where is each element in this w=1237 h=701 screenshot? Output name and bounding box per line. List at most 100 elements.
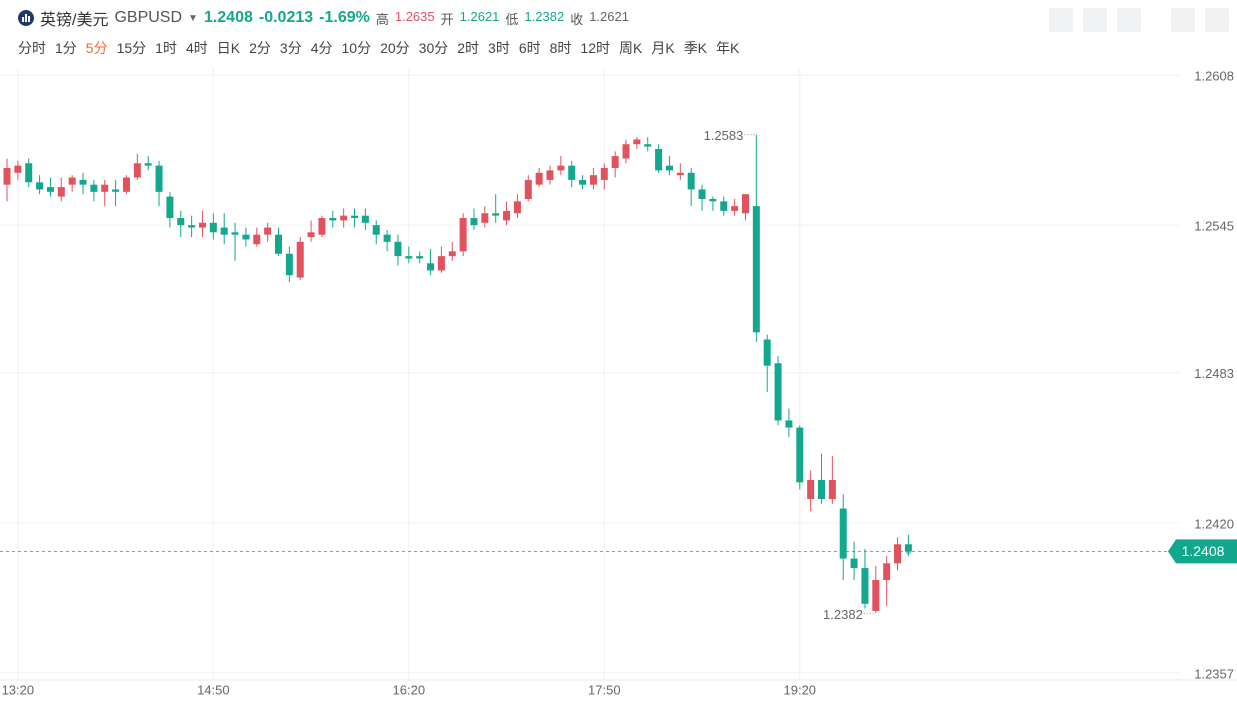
symbol[interactable]: GBPUSD [114, 9, 183, 26]
candle-body [741, 194, 749, 214]
candle-body [188, 225, 196, 228]
last-price-tag [1168, 539, 1237, 564]
stat-label: 低 [505, 11, 519, 27]
candle-body [709, 198, 717, 202]
candle-body [513, 201, 521, 214]
candle-body [622, 144, 630, 159]
stat-value: 1.2621 [589, 8, 629, 24]
tool-button[interactable] [1205, 8, 1229, 32]
candle-body [883, 563, 891, 580]
candle-body [568, 165, 576, 180]
candle-body [904, 544, 912, 552]
candle-body [850, 558, 858, 569]
candle-body [524, 179, 532, 199]
period-tab[interactable]: 日K [216, 40, 241, 56]
candle-body [611, 156, 619, 169]
y-tick-label: 1.2420 [1194, 516, 1234, 531]
logo-icon [18, 10, 34, 26]
period-tab[interactable]: 5分 [85, 40, 108, 56]
period-tab[interactable]: 20分 [380, 40, 410, 56]
stats: 高 1.2635 开 1.2621 低 1.2382 收 1.2621 [376, 9, 629, 28]
period-tab[interactable]: 年K [716, 40, 740, 56]
candle-body [633, 139, 641, 145]
period-tab[interactable]: 15分 [116, 40, 147, 56]
dropdown-arrow[interactable]: ▼ [188, 12, 198, 24]
period-tab[interactable]: 1时 [155, 40, 177, 56]
period-tab[interactable]: 6时 [518, 40, 541, 56]
y-tick-label: 1.2545 [1194, 219, 1234, 234]
candle-body [785, 420, 793, 428]
candle-body [296, 241, 304, 278]
tool-button[interactable] [1117, 8, 1141, 32]
candle-body [839, 508, 847, 559]
tool-button[interactable] [1083, 8, 1107, 32]
candle-body [427, 263, 435, 271]
y-tick-label: 1.2608 [1194, 69, 1234, 84]
y-tick-label: 1.2357 [1194, 666, 1234, 681]
period-tab[interactable]: 8时 [549, 40, 572, 56]
candle-body [872, 579, 880, 611]
period-tab[interactable]: 2分 [249, 40, 271, 56]
x-tick-label: 14:50 [197, 682, 230, 697]
period-tab[interactable]: 12时 [580, 40, 610, 56]
stat-value: 1.2382 [524, 8, 565, 24]
candle-body [807, 479, 815, 500]
candle-body [329, 218, 337, 221]
candle-body [101, 184, 109, 192]
candle-body [3, 168, 11, 185]
candle-body [36, 182, 44, 190]
period-tab[interactable]: 3分 [279, 40, 302, 56]
period-tab[interactable]: 4分 [310, 40, 333, 56]
stat-label: 收 [570, 11, 584, 27]
x-tick-label: 16:20 [393, 682, 426, 697]
period-tab[interactable]: 1分 [55, 40, 77, 56]
x-tick-label: 17:50 [588, 682, 621, 697]
period-tab[interactable]: 周K [619, 40, 643, 56]
period-tab[interactable]: 2时 [457, 40, 480, 56]
period-tab[interactable]: 季K [683, 40, 708, 56]
change-pct: -1.69% [319, 9, 370, 26]
candle-body [318, 218, 326, 235]
candle-body [253, 234, 261, 245]
min-annotation: 1.2382 [823, 607, 863, 622]
period-tab[interactable]: 4时 [185, 40, 208, 56]
candle-body [122, 177, 130, 192]
candle-body [209, 222, 217, 233]
period-tab[interactable]: 30分 [418, 40, 449, 56]
candle-body [557, 165, 565, 171]
candle-body [503, 210, 511, 221]
candle-body [546, 170, 554, 180]
stat-label: 高 [375, 11, 389, 27]
candle-body [731, 206, 739, 211]
last-price-label: 1.2408 [1182, 543, 1225, 559]
period-tab[interactable]: 月K [651, 40, 675, 56]
period-tab[interactable]: 3时 [488, 40, 510, 56]
period-tab[interactable]: 10分 [341, 40, 372, 56]
candle-body [655, 148, 663, 171]
candle-body [46, 187, 54, 192]
y-tick-label: 1.2483 [1194, 366, 1234, 381]
x-tick-label: 19:20 [784, 682, 817, 697]
toolbar [1049, 8, 1229, 32]
tool-button[interactable] [1171, 8, 1195, 32]
candle-body [177, 218, 185, 226]
tool-button[interactable] [1049, 8, 1073, 32]
candle-body [285, 253, 293, 276]
candle-body [676, 172, 684, 176]
candle-body [144, 163, 152, 166]
candle-body [112, 189, 120, 192]
candle-body [220, 227, 228, 235]
candle-body [796, 427, 804, 483]
stat-label: 开 [440, 11, 454, 27]
max-annotation: 1.2583 [704, 128, 744, 143]
candle-body [231, 232, 239, 235]
candle-body [155, 165, 163, 192]
price: 1.2408 [203, 9, 253, 26]
candle-body [90, 184, 98, 192]
candle-body [198, 222, 206, 228]
candle-body [372, 225, 380, 235]
candle-body [720, 201, 728, 211]
candle-body [894, 544, 902, 564]
period-tab[interactable]: 分时 [18, 40, 46, 56]
